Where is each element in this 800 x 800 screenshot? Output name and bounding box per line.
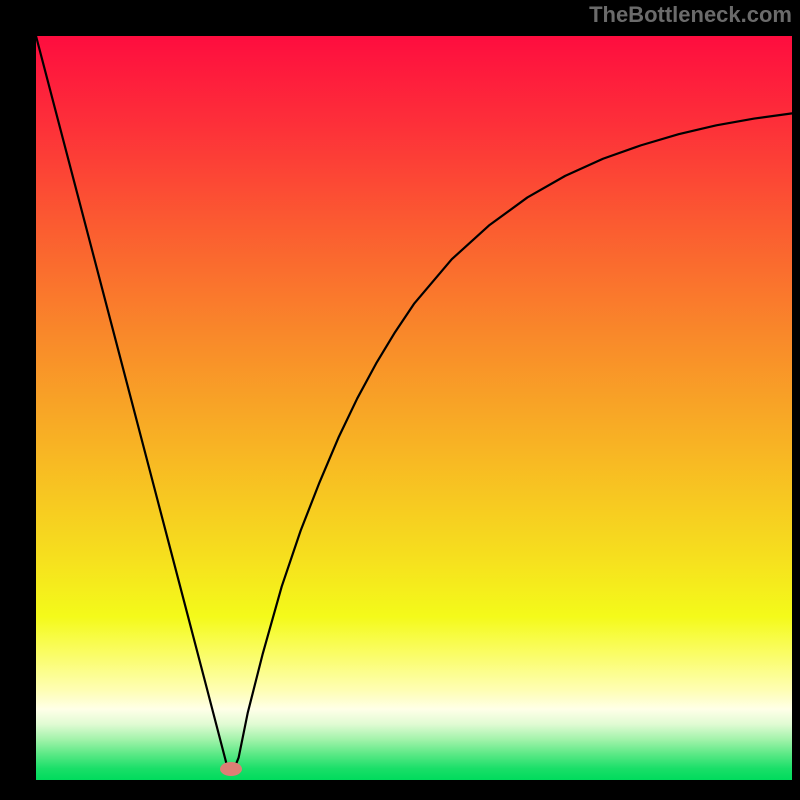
plot-area [36, 36, 792, 780]
optimum-marker [220, 762, 242, 776]
bottleneck-curve [36, 36, 792, 773]
watermark-text: TheBottleneck.com [589, 2, 792, 28]
curve-svg [36, 36, 792, 780]
chart-root: TheBottleneck.com [0, 0, 800, 800]
